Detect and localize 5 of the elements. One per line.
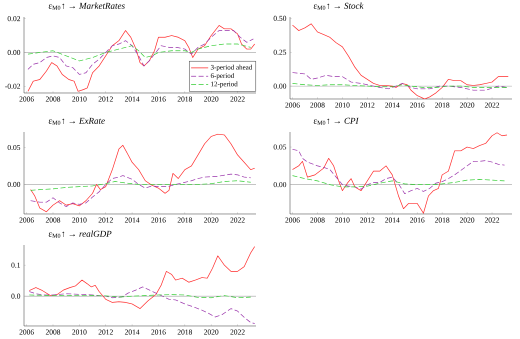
chart-title: ε$_{M0}$↑ → Stock: [314, 2, 364, 10]
chart-title: ε$_{M0}$↑ → MarketRates: [48, 2, 125, 10]
chart-title: ε$_{M0}$↑ → CPI: [314, 118, 359, 125]
chart-title: ε$_{M0}$↑ → realGDP: [48, 230, 112, 238]
chart-title: ε$_{M0}$↑ → ExRate: [48, 118, 105, 125]
